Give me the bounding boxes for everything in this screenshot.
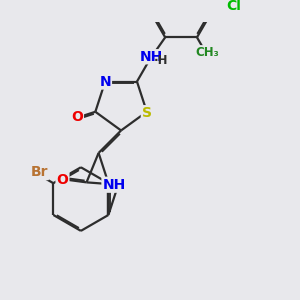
Text: ·H: ·H [154, 54, 169, 68]
Text: O: O [56, 172, 68, 187]
Text: N: N [99, 74, 111, 88]
Text: S: S [142, 106, 152, 120]
Text: O: O [71, 110, 83, 124]
Text: CH₃: CH₃ [196, 46, 219, 59]
Text: NH: NH [103, 178, 126, 192]
Text: Br: Br [30, 165, 48, 179]
Text: NH: NH [140, 50, 163, 64]
Text: Cl: Cl [226, 0, 241, 13]
